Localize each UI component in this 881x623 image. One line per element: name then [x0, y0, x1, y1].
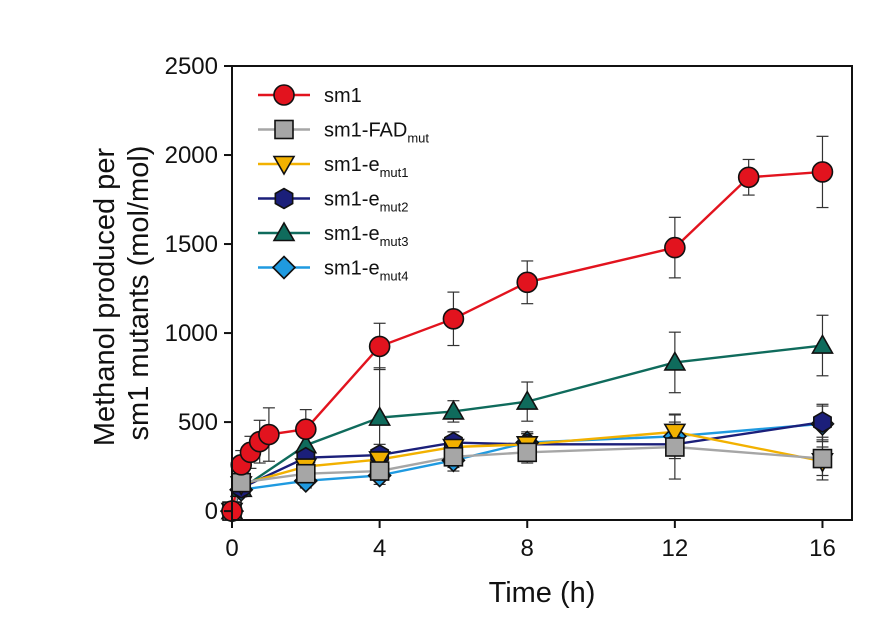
data-point-sm1 [516, 271, 539, 294]
x-tick-label: 8 [521, 535, 534, 562]
y-axis-title-line-2: sm1 mutants (mol/mol) [123, 146, 155, 441]
data-point-sm1-emut1 [368, 451, 391, 472]
data-point-sm1-emut3 [811, 333, 834, 354]
legend-label-subscript: mut1 [380, 165, 409, 180]
legend-label-sm1-emut4: sm1-emut4 [324, 258, 408, 284]
data-point-sm1-fadmut [231, 472, 252, 493]
y-tick-label: 1000 [165, 320, 218, 347]
data-point-sm1-emut3 [515, 389, 539, 410]
y-axis-title: Methanol produced per sm1 mutants (mol/m… [89, 140, 155, 446]
y-axis-title-line-1: Methanol produced per [89, 148, 121, 447]
legend-label-sm1-emut2: sm1-emut2 [324, 189, 408, 215]
legend-label-main: sm1-e [324, 189, 380, 211]
data-point-sm1 [295, 418, 317, 441]
legend-marker-sm1-emut3 [272, 221, 296, 242]
plot-area-frame [231, 65, 853, 521]
data-point-sm1 [442, 308, 465, 330]
legend-marker-sm1-emut2 [274, 187, 294, 210]
data-point-sm1 [368, 335, 391, 358]
legend-marker-sm1-emut4 [271, 255, 297, 280]
data-point-sm1 [737, 166, 760, 189]
data-point-sm1 [258, 423, 280, 446]
legend-label-main: sm1-e [324, 223, 380, 245]
legend-marker-sm1-emut1 [272, 155, 296, 176]
legend-label-main: sm1-e [324, 154, 380, 176]
legend-marker-sm1 [273, 84, 295, 106]
data-point-sm1-fadmut [443, 446, 464, 467]
data-point-sm1-emut1 [663, 423, 687, 444]
legend-label-main: sm1 [324, 85, 362, 107]
legend-label-subscript: mut [407, 131, 429, 146]
y-tick-label: 1500 [165, 231, 218, 258]
data-point-sm1-emut3 [368, 406, 391, 426]
data-point-sm1-emut3 [442, 399, 465, 420]
x-axis-title: Time (h) [489, 577, 596, 609]
series-line-sm1-emut2 [230, 420, 823, 512]
y-tick-label: 2500 [165, 53, 218, 80]
data-point-sm1-emut3 [663, 350, 687, 371]
x-tick-label: 16 [809, 535, 836, 562]
data-point-sm1 [811, 161, 834, 183]
data-point-sm1-fadmut [665, 437, 685, 457]
legend-label-subscript: mut2 [380, 200, 409, 215]
legend-label-sm1: sm1 [324, 85, 362, 107]
legend-label-subscript: mut3 [380, 234, 409, 249]
y-tick-label: 2000 [165, 142, 218, 169]
data-point-sm1-fadmut [812, 448, 833, 469]
data-point-sm1 [664, 236, 686, 259]
x-tick-label: 0 [225, 535, 238, 562]
y-tick-label: 0 [205, 498, 218, 525]
data-point-sm1-fadmut [517, 442, 538, 463]
series-line-sm1-emut3 [230, 344, 823, 512]
legend-label-main: sm1-FAD [324, 120, 407, 142]
data-point-sm1-fadmut [296, 463, 316, 484]
data-point-sm1-emut2 [813, 411, 832, 434]
x-tick-label: 12 [662, 535, 689, 562]
axes: 0 500 1000 1500 2000 2500 0 4 8 12 16 [165, 53, 836, 562]
legend-label-main: sm1-e [324, 258, 380, 280]
legend: sm1sm1-FADmutsm1-emut1sm1-emut2sm1-emut3… [258, 84, 429, 284]
y-tick-label: 500 [178, 409, 218, 436]
data-point-sm1-fadmut [369, 461, 390, 481]
legend-label-sm1-fadmut: sm1-FADmut [324, 120, 429, 146]
series-line-sm1-emut4 [230, 422, 823, 512]
series-markers [219, 161, 835, 524]
legend-label-sm1-emut3: sm1-emut3 [324, 223, 408, 249]
series-line-sm1-fadmut [230, 445, 823, 512]
legend-label-sm1-emut1: sm1-emut1 [324, 154, 408, 180]
legend-label-subscript: mut4 [380, 269, 409, 284]
x-tick-label: 4 [373, 535, 386, 562]
legend-marker-sm1-fadmut [274, 119, 294, 140]
